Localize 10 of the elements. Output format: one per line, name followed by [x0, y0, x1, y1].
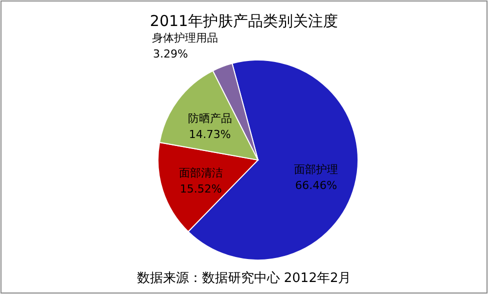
chart-title: 2011年护肤产品类别关注度	[150, 12, 338, 30]
slice-label: 身体护理用品	[152, 31, 218, 44]
slice-label: 面部清洁	[178, 166, 223, 180]
data-label: 66.46%	[295, 179, 338, 192]
source-note: 数据来源：数据研究中心 2012年2月	[136, 270, 352, 286]
data-label: 3.29%	[153, 47, 188, 60]
data-label: 14.73%	[188, 128, 231, 142]
data-label: 15.52%	[180, 182, 222, 196]
slice-label: 面部护理	[294, 163, 338, 176]
slice-label: 防晒产品	[188, 112, 232, 126]
